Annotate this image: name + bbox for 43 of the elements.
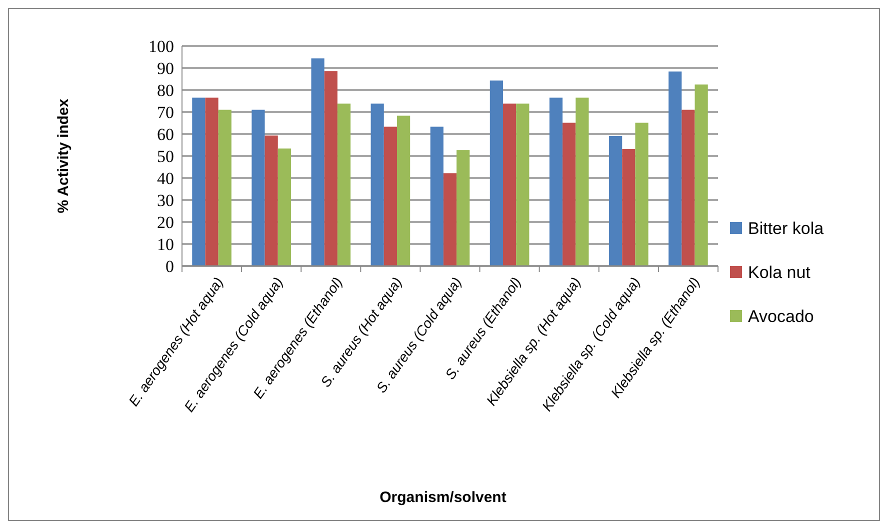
bar [549, 98, 563, 266]
bar [635, 122, 648, 266]
bar [430, 126, 444, 266]
bar [682, 110, 695, 266]
bar [278, 148, 291, 266]
y-tick-label: 10 [157, 234, 174, 254]
bar [562, 122, 576, 266]
bar [218, 110, 232, 266]
bar [205, 98, 218, 266]
bar [503, 104, 516, 266]
bar [264, 136, 278, 266]
y-tick-label: 100 [148, 36, 174, 56]
bar [252, 110, 265, 266]
bar [443, 173, 457, 266]
bar [396, 116, 410, 266]
x-axis-title: Organism/solvent [380, 489, 506, 506]
y-tick-label: 40 [157, 168, 174, 188]
y-tick-label: 0 [166, 256, 174, 276]
y-axis-title: % Activity index [55, 98, 72, 214]
legend-label: Avocado [748, 306, 814, 326]
y-tick-label: 60 [157, 124, 174, 144]
bar [609, 136, 622, 266]
bar [324, 71, 338, 266]
y-tick-label: 70 [157, 102, 174, 122]
legend-label: Kola nut [748, 262, 811, 282]
y-tick-label: 80 [157, 80, 174, 100]
bar [384, 126, 397, 266]
legend-label: Bitter kola [748, 218, 824, 238]
bar [622, 148, 636, 266]
y-tick-label: 20 [157, 212, 174, 232]
bar [694, 84, 708, 266]
bar [516, 104, 530, 266]
bar [311, 58, 324, 266]
bar [337, 104, 351, 266]
y-tick-label: 90 [157, 58, 174, 78]
bar [576, 98, 589, 266]
y-tick-label: 50 [157, 146, 174, 166]
bar [370, 104, 384, 266]
bar [490, 80, 504, 266]
y-tick-label: 30 [157, 190, 174, 210]
bar [192, 98, 206, 266]
bar [456, 150, 470, 266]
bar [668, 72, 682, 266]
